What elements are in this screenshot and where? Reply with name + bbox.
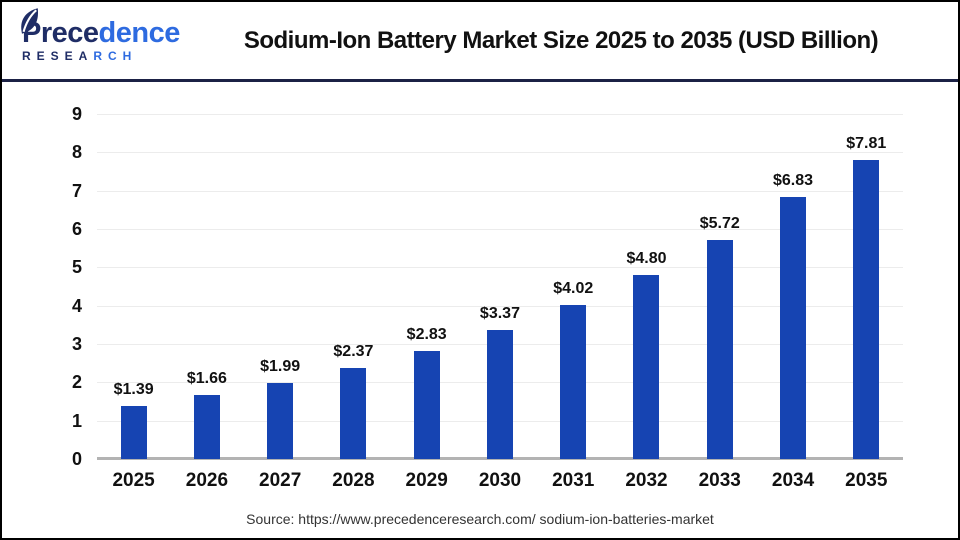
header: Precedence RESEARCH Sodium-Ion Battery M… — [2, 2, 958, 82]
bar-value-label: $6.83 — [772, 172, 814, 190]
bar-value-label: $3.37 — [479, 304, 520, 322]
bar-value-label: $4.80 — [626, 250, 667, 267]
bar-value-label: $1.66 — [186, 370, 227, 388]
bar — [340, 368, 367, 459]
leaf-icon — [21, 8, 39, 34]
gridline — [97, 305, 903, 307]
y-tick-label: 5 — [71, 257, 82, 278]
bar-group: $4.02 — [537, 114, 610, 459]
precedence-research-logo: Precedence RESEARCH — [21, 8, 182, 62]
gridline — [97, 190, 903, 192]
bar — [193, 395, 220, 459]
logo-text-resea: RESEA — [22, 49, 94, 63]
bar-value-label: $2.83 — [406, 325, 447, 343]
bar-value-label: $5.72 — [699, 214, 740, 232]
bar — [780, 197, 807, 459]
x-tick-label: 2029 — [405, 470, 448, 491]
y-tick-label: 4 — [71, 295, 82, 316]
x-tick-label: 2034 — [771, 470, 815, 491]
bar-value-label: $7.81 — [846, 134, 887, 152]
bar — [706, 239, 733, 459]
bar — [633, 275, 660, 459]
plot-area: $1.39 $1.66 $1.99 $2.37 $2.83 $3.37 $4.02 $4.80… — [97, 114, 903, 460]
bar — [486, 329, 513, 459]
bar-value-label: $1.99 — [260, 357, 301, 375]
bar-value-label: $1.39 — [113, 380, 154, 398]
logo-brand-text: Precedence — [21, 8, 182, 49]
logo-text-dence: dence — [98, 17, 181, 49]
bar-group: $1.39 — [97, 114, 170, 459]
bar-group: $2.37 — [317, 114, 390, 459]
chart-title: Sodium-Ion Battery Market Size 2025 to 2… — [243, 26, 879, 54]
source-text: Source: https://www.precedenceresearch.c… — [246, 511, 714, 527]
bar-value-label: $4.02 — [553, 279, 594, 297]
x-tick-label: 2033 — [698, 470, 741, 491]
x-tick-label: 2025 — [112, 470, 155, 491]
bar-group: $1.99 — [244, 114, 317, 459]
bar — [560, 304, 587, 459]
y-tick-label: 9 — [71, 104, 82, 124]
x-tick-label: 2031 — [552, 470, 595, 491]
logo-research-text: RESEARCH — [22, 50, 182, 62]
bar-group: $4.80 — [610, 114, 683, 459]
y-tick-label: 6 — [71, 219, 82, 239]
gridline — [97, 267, 903, 269]
y-tick-label: 2 — [71, 372, 82, 393]
bar — [120, 405, 147, 459]
bar-value-label: $2.37 — [333, 343, 374, 361]
x-tick-label: 2035 — [845, 470, 888, 491]
y-tick-label: 1 — [71, 410, 82, 431]
x-tick-label: 2030 — [478, 470, 522, 491]
x-tick-label: 2032 — [625, 470, 668, 491]
y-tick-label: 3 — [71, 334, 82, 354]
bars-row: $1.39 $1.66 $1.99 $2.37 $2.83 $3.37 $4.02 $4.80… — [97, 114, 903, 459]
logo-text-rch: RCH — [93, 49, 138, 63]
bar-group: $2.83 — [390, 114, 463, 459]
x-tick-label: 2027 — [259, 470, 302, 491]
x-tick-label: 2028 — [332, 470, 375, 491]
bar-group: $5.72 — [683, 114, 756, 459]
x-tick-label: 2026 — [185, 470, 229, 491]
y-tick-label: 8 — [71, 142, 82, 163]
y-tick-label: 7 — [71, 180, 82, 201]
bar-group: $1.66 — [170, 114, 243, 459]
bar — [853, 159, 880, 459]
gridline — [97, 114, 903, 115]
y-tick-label: 0 — [71, 449, 82, 469]
gridline — [97, 152, 903, 154]
gridline — [97, 229, 903, 230]
x-axis-labels: 2025 2026 2027 2028 2029 2030 2031 2032 2033 2034… — [97, 470, 903, 492]
bar-group: $7.81 — [830, 114, 903, 459]
bar-group: $3.37 — [463, 114, 536, 459]
bar — [267, 382, 294, 459]
bar-group: $6.83 — [756, 114, 829, 459]
bar — [413, 350, 440, 459]
